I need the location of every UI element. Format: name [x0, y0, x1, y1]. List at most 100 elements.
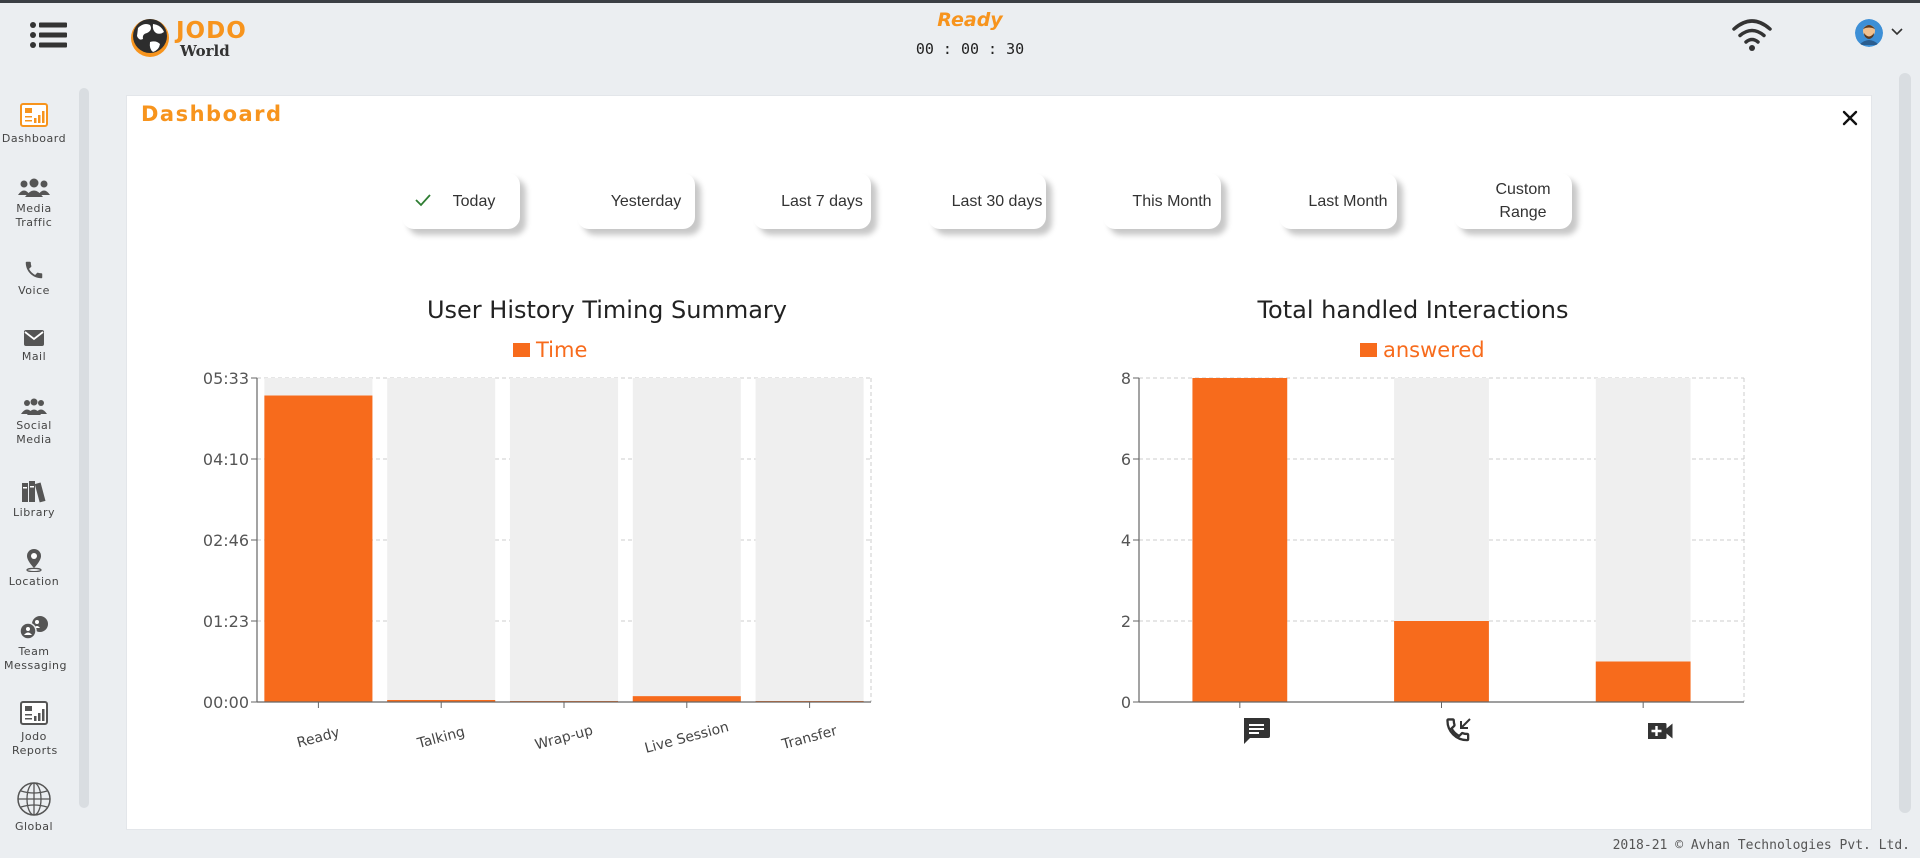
- bar-talking: [387, 700, 496, 702]
- sidebar-item-label: Media Traffic: [15, 202, 53, 229]
- chat-bubbles-icon: [19, 616, 48, 640]
- sidebar-item-library[interactable]: Library: [0, 479, 68, 520]
- x-category-label: Live Session: [643, 719, 731, 757]
- chat-icon-line: [1249, 728, 1264, 730]
- sidebar-item-label: Jodo Reports: [12, 730, 58, 757]
- y-tick-label: 6: [1121, 450, 1131, 469]
- range-yesterday-button[interactable]: Yesterday: [577, 173, 695, 229]
- y-tick-label: 04:10: [203, 450, 249, 469]
- sidebar-item-jodo-reports[interactable]: Jodo Reports: [0, 701, 68, 758]
- bar-track: [509, 378, 619, 702]
- chat-message-icon: [1244, 718, 1270, 744]
- bar-track: [755, 378, 864, 702]
- legend-label: Time: [536, 338, 588, 362]
- range-last-7-days-button[interactable]: Last 7 days: [753, 173, 871, 229]
- status-timer: 00 : 00 : 30: [915, 40, 1025, 58]
- sidebar-item-mail[interactable]: Mail: [0, 329, 68, 364]
- range-label: Today: [452, 192, 496, 210]
- y-tick-label: 0: [1121, 693, 1131, 712]
- bar-live-session: [632, 696, 741, 702]
- bar-track: [387, 378, 496, 702]
- sidebar-item-global[interactable]: Global: [0, 781, 68, 834]
- sidebar-scrollbar[interactable]: [79, 88, 89, 808]
- y-tick-label: 01:23: [203, 612, 249, 631]
- x-category-label: Transfer: [779, 723, 839, 753]
- legend-swatch: [513, 343, 530, 357]
- people-icon: [21, 398, 47, 415]
- check-icon: [415, 194, 431, 207]
- sidebar-item-label: Location: [8, 575, 60, 588]
- bar-track: [1595, 378, 1691, 702]
- video-call-icon: [1648, 723, 1673, 739]
- group-users-icon: [18, 178, 50, 197]
- incoming-call-icon: [1446, 718, 1471, 742]
- legend-label: answered: [1383, 338, 1485, 362]
- legend-time[interactable]: Time: [513, 338, 587, 362]
- sidebar-item-label: Social Media: [16, 419, 52, 446]
- page-scrollbar[interactable]: [1899, 73, 1911, 813]
- hamburger-menu-icon[interactable]: [29, 20, 69, 50]
- dashboard-panel: Dashboard Today Yesterday Last 7 days La…: [126, 95, 1872, 830]
- close-icon[interactable]: [1840, 108, 1860, 128]
- range-last-month-button[interactable]: Last Month: [1279, 173, 1397, 229]
- globe-logo-icon: [131, 19, 169, 57]
- y-tick-label: 02:46: [203, 531, 249, 550]
- sidebar-item-label: Mail: [21, 350, 47, 363]
- y-tick-label: 8: [1121, 369, 1131, 388]
- sidebar-item-media-traffic[interactable]: Media Traffic: [0, 177, 68, 230]
- chevron-down-icon[interactable]: [1890, 25, 1904, 39]
- sidebar-item-social-media[interactable]: Social Media: [0, 398, 68, 447]
- x-category-label: Ready: [295, 725, 341, 752]
- sidebar-item-label: Library: [13, 506, 55, 519]
- avatar-icon: [1855, 19, 1883, 47]
- y-tick-label: 2: [1121, 612, 1131, 631]
- report-chart-icon: [20, 701, 48, 725]
- timing-bar-chart: 00:00 01:23 02:46 04:10 05:33 Ready Talking Wra…: [203, 369, 1745, 757]
- range-label: Last 30 days: [951, 192, 1043, 210]
- logo-jodo-text: JODO: [176, 18, 247, 44]
- y-tick-label: 00:00: [203, 693, 249, 712]
- window-top-border: [0, 0, 1920, 3]
- x-category-label: Talking: [415, 724, 467, 752]
- chat-icon-line: [1249, 732, 1259, 734]
- bar-chat: [1192, 378, 1288, 702]
- phone-icon: [25, 261, 43, 279]
- y-tick-label: 4: [1121, 531, 1131, 550]
- phone-outline: [1446, 718, 1470, 742]
- agent-status: Ready: [937, 9, 1003, 31]
- globe-icon: [17, 782, 51, 816]
- panel-title: Dashboard: [141, 102, 283, 126]
- sidebar-item-voice[interactable]: Voice: [0, 259, 68, 298]
- range-label-line1: Custom: [1495, 181, 1551, 198]
- range-last-30-days-button[interactable]: Last 30 days: [928, 173, 1046, 229]
- location-pin-icon: [26, 549, 42, 572]
- y-tick-label: 05:33: [203, 369, 249, 388]
- sidebar: Dashboard Media Traffic Voice Mail Socia…: [0, 93, 68, 833]
- sidebar-item-label: Global: [14, 820, 54, 833]
- range-custom-button[interactable]: Custom Range: [1454, 173, 1572, 229]
- range-label: Yesterday: [610, 192, 682, 210]
- bar-ready: [264, 395, 373, 702]
- range-today-button[interactable]: Today: [402, 173, 520, 229]
- user-avatar[interactable]: [1855, 19, 1883, 47]
- range-label: Last Month: [1308, 192, 1388, 210]
- legend-swatch: [1360, 343, 1377, 357]
- top-bar: JODO World Ready 00 : 00 : 30: [0, 3, 1920, 93]
- sidebar-item-team-messaging[interactable]: Team Messaging: [0, 616, 68, 673]
- chart-title-timing: User History Timing Summary: [426, 296, 788, 324]
- sidebar-item-label: Team Messaging: [4, 645, 67, 672]
- footer-copyright: 2018-21 © Avhan Technologies Pvt. Ltd.: [1612, 838, 1910, 853]
- chart-title-interactions: Total handled Interactions: [1257, 296, 1569, 324]
- sidebar-item-label: Voice: [18, 284, 50, 297]
- legend-answered[interactable]: answered: [1360, 338, 1485, 362]
- envelope-icon: [24, 330, 44, 346]
- x-category-label: Wrap-up: [533, 723, 594, 754]
- bar-track: [632, 378, 741, 702]
- dashboard-chart-icon: [20, 103, 48, 127]
- range-this-month-button[interactable]: This Month: [1103, 173, 1221, 229]
- sidebar-item-dashboard[interactable]: Dashboard: [0, 103, 68, 146]
- logo-world-text: World: [180, 42, 230, 60]
- sidebar-item-label: Dashboard: [1, 132, 67, 145]
- chat-icon-body: [1244, 718, 1270, 744]
- sidebar-item-location[interactable]: Location: [0, 548, 68, 589]
